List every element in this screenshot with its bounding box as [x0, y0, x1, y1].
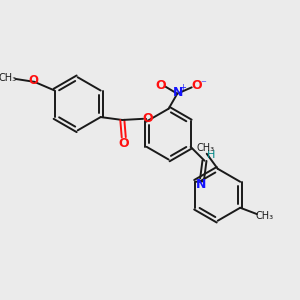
- Text: O: O: [118, 137, 129, 150]
- Text: O: O: [191, 80, 202, 92]
- Text: O: O: [143, 112, 153, 125]
- Text: +: +: [180, 83, 187, 92]
- Text: O: O: [28, 74, 39, 88]
- Text: CH₃: CH₃: [256, 211, 274, 220]
- Text: N: N: [196, 178, 206, 191]
- Text: CH₃: CH₃: [0, 73, 16, 83]
- Text: CH₃: CH₃: [196, 143, 214, 153]
- Text: H: H: [207, 151, 215, 160]
- Text: ⁻: ⁻: [200, 79, 206, 89]
- Text: O: O: [155, 79, 166, 92]
- Text: N: N: [173, 86, 183, 99]
